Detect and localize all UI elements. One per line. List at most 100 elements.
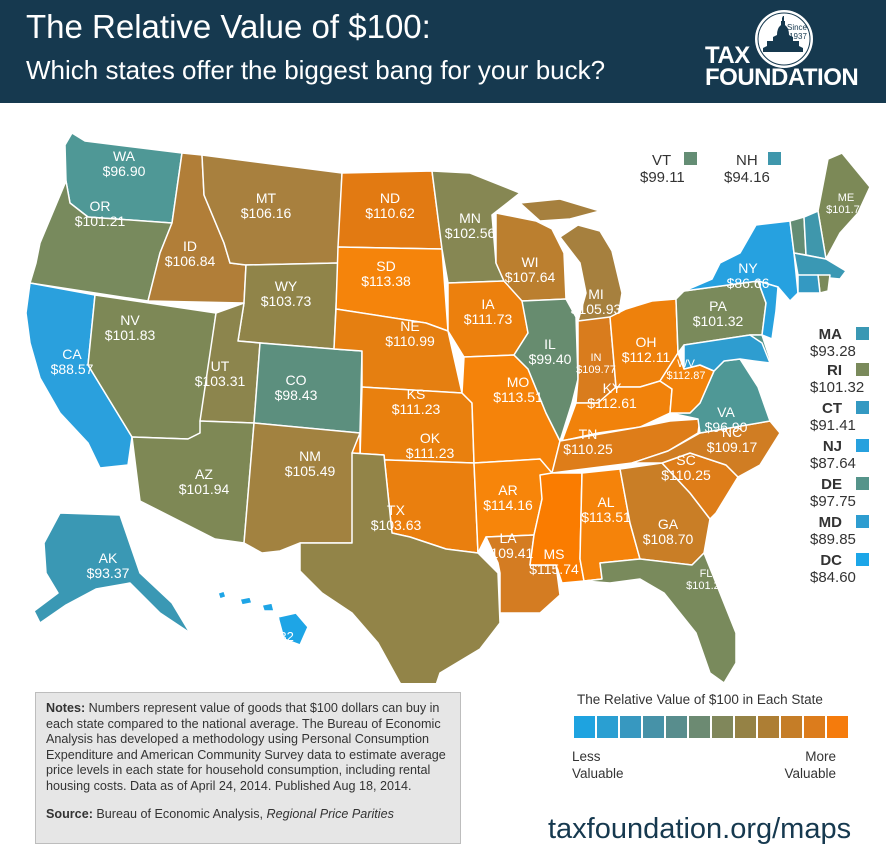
state-value-sd: $113.38 bbox=[361, 273, 411, 289]
state-abbr-wy: WY bbox=[275, 278, 298, 294]
state-label-ca: CA $88.57 bbox=[51, 346, 94, 377]
legend-swatch-4 bbox=[643, 716, 664, 738]
state-label-az: AZ $101.94 bbox=[179, 466, 230, 497]
state-value-mi: $105.93 bbox=[571, 301, 622, 317]
state-abbr-ut: UT bbox=[211, 358, 230, 374]
state-value-tx: $103.63 bbox=[371, 517, 422, 533]
state-value-oh: $112.11 bbox=[622, 349, 671, 365]
state-value-nc: $109.17 bbox=[707, 439, 758, 455]
state-label-wi: WI $107.64 bbox=[505, 254, 556, 285]
state-tx bbox=[299, 452, 501, 683]
side-label-nj: NJ$87.64 bbox=[810, 438, 869, 472]
side-swatch-ri bbox=[856, 363, 869, 376]
legend-swatches bbox=[574, 716, 850, 738]
state-abbr-hi: HI bbox=[268, 615, 281, 630]
state-label-nm: NM $105.49 bbox=[285, 448, 336, 479]
state-label-nv: NV $101.83 bbox=[105, 312, 156, 343]
state-value-ar: $114.16 bbox=[483, 497, 533, 513]
state-value-ga: $108.70 bbox=[643, 531, 694, 547]
state-abbr-mi: MI bbox=[588, 286, 604, 302]
side-abbr-vt: VT bbox=[652, 152, 671, 169]
state-label-nc: NC $109.17 bbox=[707, 424, 758, 455]
state-label-ia: IA $111.73 bbox=[464, 296, 513, 327]
source-label: Source: bbox=[46, 806, 93, 821]
state-label-ok: OK $111.23 bbox=[406, 430, 455, 461]
color-legend: The Relative Value of $100 in Each State… bbox=[572, 690, 848, 790]
side-value-ma: $93.28 bbox=[810, 343, 856, 360]
state-value-co: $98.43 bbox=[275, 387, 318, 403]
state-label-ky: KY $112.61 bbox=[587, 380, 637, 411]
state-value-az: $101.94 bbox=[179, 481, 230, 497]
state-abbr-wv: WV bbox=[677, 358, 695, 370]
state-abbr-nm: NM bbox=[299, 448, 321, 464]
state-label-pa: PA $101.32 bbox=[693, 298, 744, 329]
legend-swatch-8 bbox=[735, 716, 756, 738]
state-label-hi: HI $85.32 bbox=[254, 615, 294, 644]
footer-url-link[interactable]: taxfoundation.org/maps bbox=[548, 813, 852, 845]
state-label-in: IN $109.77 bbox=[576, 352, 616, 376]
page-title: The Relative Value of $100: bbox=[26, 8, 431, 45]
side-swatch-de bbox=[856, 477, 869, 490]
legend-title: The Relative Value of $100 in Each State bbox=[577, 692, 823, 707]
state-value-in: $109.77 bbox=[576, 364, 616, 376]
state-value-id: $106.84 bbox=[165, 253, 216, 269]
state-value-hi: $85.32 bbox=[254, 629, 294, 644]
side-abbr-md: MD bbox=[819, 514, 842, 531]
side-swatch-nh bbox=[768, 152, 781, 165]
state-label-ar: AR $114.16 bbox=[483, 482, 533, 513]
state-ak bbox=[33, 512, 191, 634]
legend-swatch-10 bbox=[781, 716, 802, 738]
notes-body: Numbers represent value of goods that $1… bbox=[46, 701, 446, 793]
legend-swatch-3 bbox=[620, 716, 641, 738]
state-shapes bbox=[25, 132, 871, 683]
state-label-al: AL $113.51 bbox=[581, 494, 631, 525]
legend-less-label: Less Valuable bbox=[572, 749, 624, 781]
side-swatch-nj bbox=[856, 439, 869, 452]
state-abbr-ar: AR bbox=[498, 482, 517, 498]
state-mi bbox=[519, 198, 623, 322]
notes-label: Notes: bbox=[46, 701, 86, 715]
state-label-wy: WY $103.73 bbox=[261, 278, 312, 309]
state-abbr-ms: MS bbox=[544, 546, 565, 562]
state-value-al: $113.51 bbox=[581, 509, 631, 525]
state-abbr-sc: SC bbox=[676, 452, 695, 468]
state-ms bbox=[529, 472, 585, 584]
state-label-mt: MT $106.16 bbox=[241, 190, 292, 221]
side-value-ri: $101.32 bbox=[810, 379, 864, 396]
state-abbr-in: IN bbox=[591, 352, 602, 364]
tax-foundation-logo[interactable]: Since 1937 TAX FOUNDATION bbox=[705, 8, 865, 98]
side-legend: VT$99.11NH$94.16MA$93.28RI$101.32CT$91.4… bbox=[640, 152, 869, 586]
state-abbr-la: LA bbox=[499, 530, 517, 546]
side-abbr-ma: MA bbox=[819, 326, 842, 343]
state-value-or: $101.21 bbox=[75, 213, 126, 229]
side-label-dc: DC$84.60 bbox=[810, 552, 869, 586]
state-label-mo: MO $113.51 bbox=[493, 374, 543, 405]
state-label-sd: SD $113.38 bbox=[361, 258, 411, 289]
state-label-il: IL $99.40 bbox=[529, 336, 572, 367]
legend-swatch-1 bbox=[574, 716, 595, 738]
side-abbr-de: DE bbox=[821, 476, 842, 493]
state-label-ak: AK $93.37 bbox=[87, 550, 130, 581]
legend-more-label: More Valuable bbox=[784, 749, 836, 781]
state-label-sc: SC $110.25 bbox=[661, 452, 711, 483]
state-ct bbox=[797, 274, 821, 294]
legend-swatch-12 bbox=[827, 716, 848, 738]
side-swatch-dc bbox=[856, 553, 869, 566]
state-tn bbox=[551, 418, 701, 474]
state-nm bbox=[243, 422, 361, 554]
state-abbr-or: OR bbox=[90, 198, 111, 214]
state-value-tn: $110.25 bbox=[563, 441, 613, 457]
side-swatch-ma bbox=[856, 327, 869, 340]
state-abbr-tx: TX bbox=[387, 502, 406, 518]
side-label-vt: VT$99.11 bbox=[640, 152, 697, 186]
side-abbr-ct: CT bbox=[822, 400, 842, 417]
side-label-md: MD$89.85 bbox=[810, 514, 869, 548]
logo-text-foundation: FOUNDATION bbox=[705, 64, 859, 91]
side-label-ct: CT$91.41 bbox=[810, 400, 869, 434]
legend-swatch-2 bbox=[597, 716, 618, 738]
state-co bbox=[253, 342, 363, 434]
state-abbr-wa: WA bbox=[113, 148, 136, 164]
side-abbr-ri: RI bbox=[827, 362, 842, 379]
side-swatch-ct bbox=[856, 401, 869, 414]
